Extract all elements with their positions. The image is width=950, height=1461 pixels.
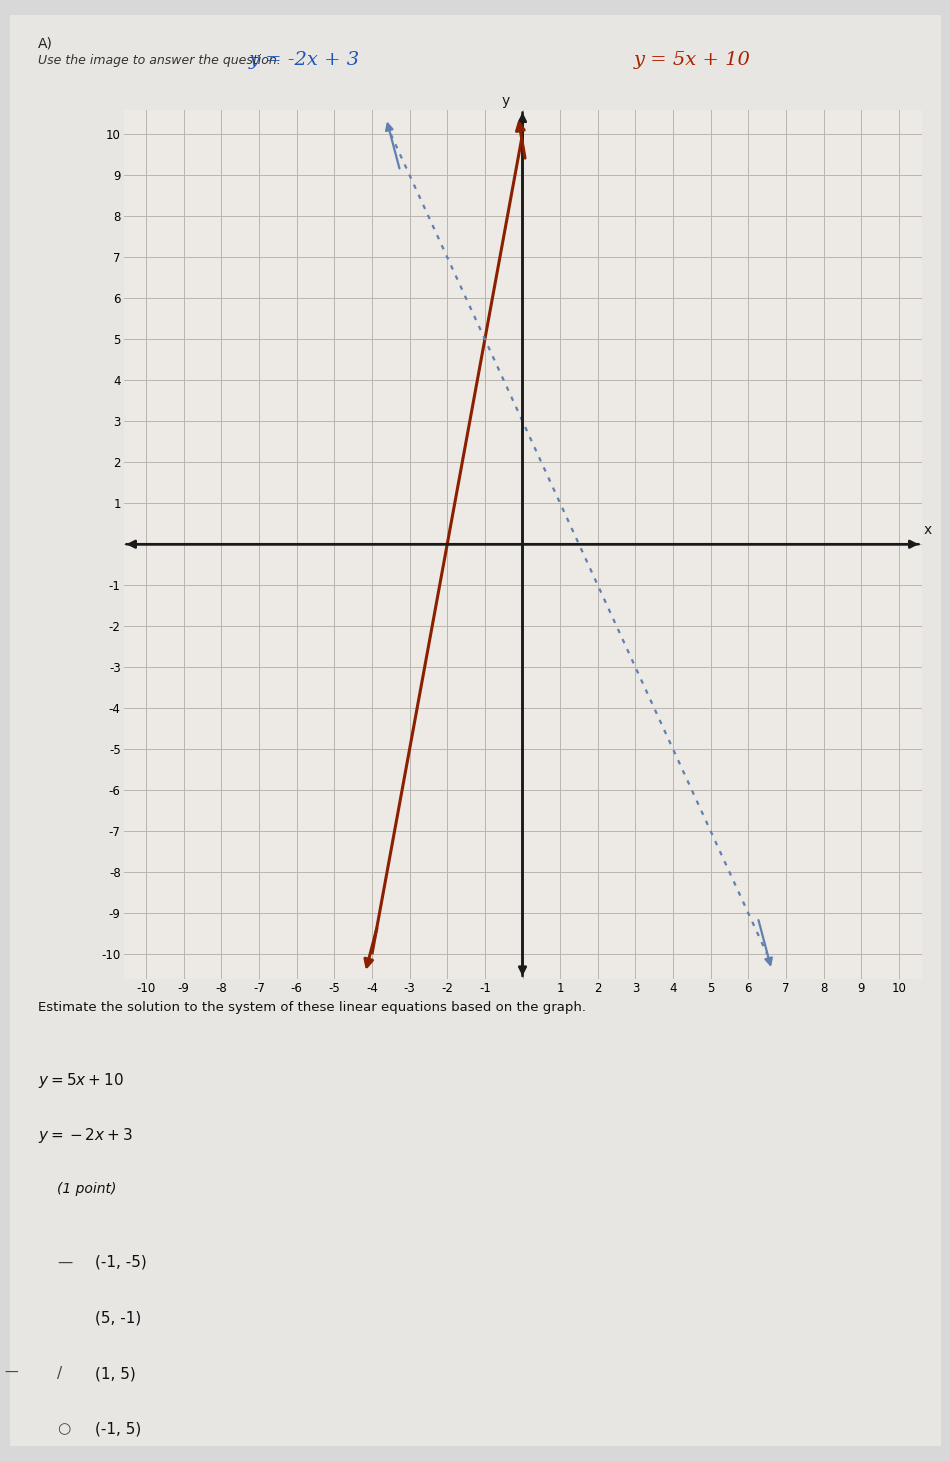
Text: $y = -2x + 3$: $y = -2x + 3$ [38, 1126, 133, 1145]
Text: (1 point): (1 point) [57, 1182, 116, 1197]
Text: y = -2x + 3: y = -2x + 3 [249, 51, 360, 69]
Text: y: y [502, 94, 510, 108]
Text: (1, 5): (1, 5) [95, 1366, 136, 1381]
Text: —: — [5, 1366, 18, 1381]
Text: $y = 5x + 10$: $y = 5x + 10$ [38, 1071, 124, 1090]
Text: Estimate the solution to the system of these linear equations based on the graph: Estimate the solution to the system of t… [38, 1001, 586, 1014]
Text: x: x [923, 523, 932, 536]
Text: (-1, 5): (-1, 5) [95, 1422, 142, 1436]
Text: ○: ○ [57, 1422, 70, 1436]
Text: —: — [57, 1255, 72, 1270]
Text: (5, -1): (5, -1) [95, 1311, 142, 1325]
Text: /: / [57, 1366, 62, 1381]
Text: A): A) [38, 37, 53, 51]
Text: y = 5x + 10: y = 5x + 10 [634, 51, 751, 69]
Text: (-1, -5): (-1, -5) [95, 1255, 146, 1270]
Text: Use the image to answer the question.: Use the image to answer the question. [38, 54, 281, 67]
